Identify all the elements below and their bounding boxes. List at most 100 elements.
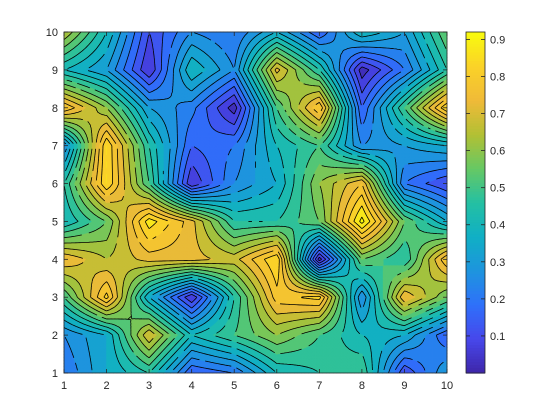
colorbar-segment [466,225,485,229]
colorbar-segment [466,236,485,241]
colorbar-segment [466,262,485,266]
colorbar-segment [466,276,485,280]
x-tick-label: 2 [103,380,109,392]
colorbar-segment [466,128,485,133]
colorbar-segment [466,313,485,317]
colorbar-segment [466,71,485,76]
colorbar-segment [466,219,485,223]
colorbar-segment [466,247,485,252]
contour-line [64,31,448,374]
contour-plot-area: 1 2 3 4 5 6 7 8 9 10 1 2 3 4 5 6 7 8 9 10 [46,27,453,392]
y-tick-label: 4 [52,254,58,266]
colorbar-segment [466,344,485,349]
colorbar-segment [466,304,485,309]
x-tick-label: 1 [61,380,67,392]
colorbar-segment [466,353,485,357]
colorbar-ticks: 0.1 0.2 0.3 0.4 0.5 0.6 0.7 0.8 0.9 [466,34,505,343]
colorbar-gradient [466,32,485,374]
colorbar-segment [466,80,485,84]
colorbar-segment [466,171,485,175]
colorbar-segment [466,51,485,56]
y-tick-label: 2 [52,330,58,342]
colorbar-segment [466,111,485,116]
colorbar-segment [466,233,485,238]
y-tick-label: 5 [52,216,58,228]
colorbar-segment [466,117,485,121]
contour-line [63,31,448,366]
colorbar-tick-label: 0.3 [490,257,505,269]
y-tick-label: 10 [46,27,58,39]
colorbar-segment [466,321,485,326]
colorbar-segment [466,148,485,152]
y-tick-label: 7 [52,141,58,153]
colorbar-segment [466,327,485,331]
colorbar-segment [466,361,485,366]
colorbar-segment [466,267,485,272]
colorbar-segment [466,122,485,127]
colorbar-tick-label: 0.7 [490,109,505,121]
colorbar-segment [466,199,485,204]
colorbar-tick-label: 0.1 [490,331,505,343]
colorbar-segment [466,333,485,337]
contour-fill-layer [63,30,449,374]
x-tick-label: 6 [274,380,280,392]
colorbar-segment [466,179,485,184]
contour-line [227,66,370,262]
colorbar-segment [466,293,485,297]
colorbar-segment [466,94,485,98]
contour-line [63,31,448,372]
colorbar-segment [466,245,485,249]
colorbar-segment [466,239,485,243]
contour-line [63,31,448,374]
colorbar-segment [466,142,485,147]
colorbar-segment [466,34,485,39]
x-tick-label: 7 [316,380,322,392]
colorbar-segment [466,37,485,42]
contour-line [131,31,448,374]
contour-line [144,205,371,229]
colorbar-segment [466,185,485,189]
colorbar-segment [466,165,485,169]
y-tick-label: 3 [52,292,58,304]
colorbar-segment [466,159,485,164]
colorbar-segment [466,205,485,209]
colorbar-box [465,31,486,374]
colorbar-segment [466,46,485,50]
contour-line [140,34,382,303]
colorbar-tick-label: 0.8 [490,71,505,83]
colorbar-segment [466,265,485,269]
colorbar-segment [466,68,485,73]
colorbar-segment [466,256,485,260]
colorbar-segment [466,284,485,289]
colorbar-segment [466,88,485,93]
colorbar-segment [466,307,485,312]
colorbar-segment [466,125,485,130]
colorbar-segment [466,316,485,320]
colorbar-segment [466,114,485,118]
colorbar-segment [466,222,485,226]
colorbar-segment [466,310,485,314]
x-tick-label: 9 [401,380,407,392]
colorbar-segment [466,367,485,371]
colorbar-segment [466,319,485,323]
colorbar-segment [466,40,485,44]
colorbar-segment [466,154,485,158]
colorbar-segment [466,157,485,161]
x-tick-label: 3 [146,380,152,392]
contour-line [63,31,448,374]
colorbar-segment [466,139,485,144]
x-tick-label: 10 [441,380,453,392]
colorbar-segment [466,287,485,292]
contour-line [359,216,365,224]
colorbar-segment [466,91,485,96]
x-tick-label: 4 [189,380,195,392]
colorbar-segment [466,100,485,104]
colorbar-segment [466,174,485,178]
colorbar-segment [466,162,485,167]
colorbar-segment [466,43,485,47]
colorbar-segment [466,208,485,212]
colorbar-segment [466,74,485,79]
colorbar-segment [466,350,485,354]
colorbar-segment [466,105,485,110]
